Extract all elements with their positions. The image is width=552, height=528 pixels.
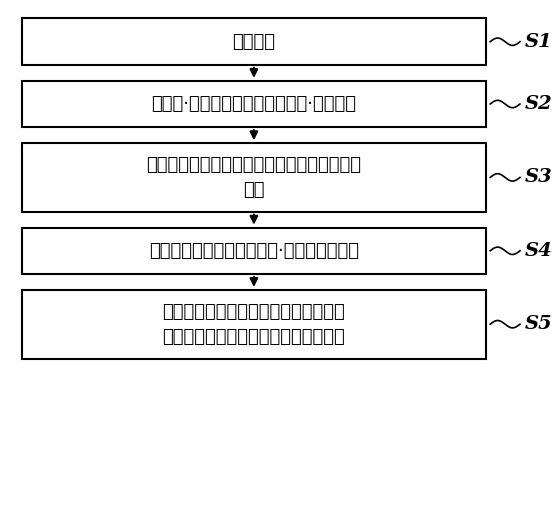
Text: 根据第二图案化光阻层蜘刻第一开口的
底面下方的基材，以形成多个第二开口: 根据第二图案化光阻层蜘刻第一开口的 底面下方的基材，以形成多个第二开口 — [162, 303, 346, 346]
Bar — [22, 290, 486, 359]
Text: 形成第二图案化光阻层于第·开口的底面上方: 形成第二图案化光阻层于第·开口的底面上方 — [149, 242, 359, 260]
Text: S3: S3 — [524, 168, 552, 186]
Bar — [22, 143, 486, 212]
Bar — [22, 18, 486, 65]
Text: 根据第一图案化光阻层蜘刻基材，以形成第一
开口: 根据第一图案化光阻层蜘刻基材，以形成第一 开口 — [146, 156, 362, 199]
Bar — [22, 228, 486, 274]
Text: 形成第·图案化光阻层于基材的第·表而上方: 形成第·图案化光阻层于基材的第·表而上方 — [151, 95, 357, 113]
Bar — [22, 81, 486, 127]
Text: S1: S1 — [524, 33, 552, 51]
Text: S4: S4 — [524, 242, 552, 260]
Text: 提供基材: 提供基材 — [232, 33, 275, 51]
Text: S5: S5 — [524, 315, 552, 333]
Text: S2: S2 — [524, 95, 552, 113]
